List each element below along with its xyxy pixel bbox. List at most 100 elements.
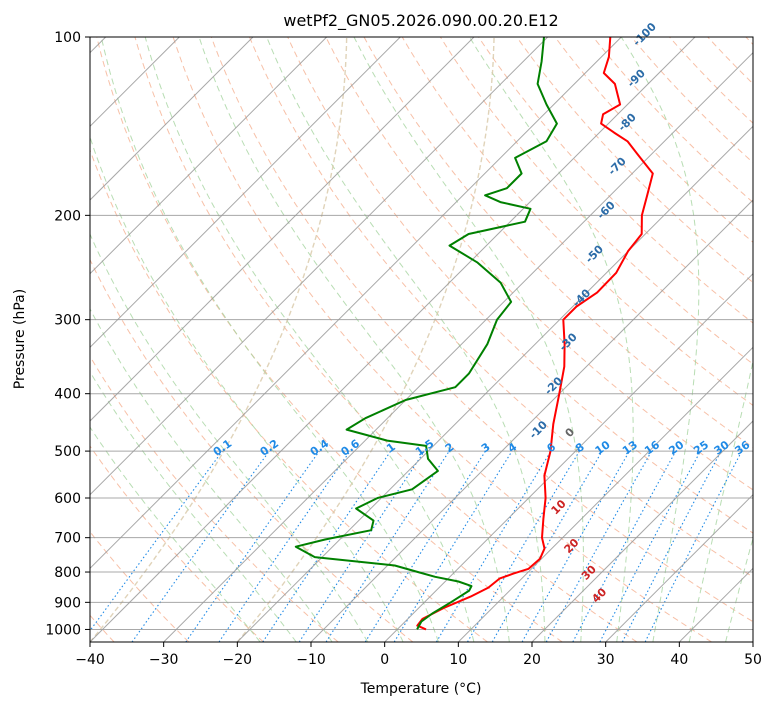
mixing-ratio-label: 1.5 <box>413 437 436 459</box>
mixing-ratio-line <box>131 450 270 642</box>
isotherm <box>90 37 475 422</box>
y-tick-label: 300 <box>54 313 81 329</box>
mixing-ratio-line <box>218 450 351 642</box>
mixing-ratio-line <box>435 450 552 642</box>
mixing-ratio-label: 30 <box>712 438 732 458</box>
moist-adiabat-label: 10 <box>549 497 569 517</box>
mixing-ratio-label: 13 <box>620 438 640 457</box>
moist-adiabat <box>90 232 369 642</box>
axes: −40 −30 −20 −10 0 10 20 30 40 5010020030040050060… <box>45 30 762 668</box>
y-tick-label: 500 <box>54 444 81 460</box>
mixing-ratio-label: 3 <box>479 440 493 455</box>
mixing-ratio-line <box>325 450 450 642</box>
mixing-ratio-line <box>298 450 425 642</box>
dry-adiabat <box>249 37 753 578</box>
x-tick-label: −30 <box>149 652 179 668</box>
y-tick-label: 200 <box>54 208 81 224</box>
dry-adiabat <box>630 37 753 164</box>
dry-adiabat <box>439 37 753 365</box>
x-tick-label: 50 <box>744 652 762 668</box>
moist-adiabat <box>620 37 700 642</box>
isotherm <box>605 493 753 642</box>
moist-adiabat <box>762 37 775 642</box>
moist-adiabat <box>90 135 404 642</box>
x-tick-label: −20 <box>223 652 253 668</box>
y-tick-label: 600 <box>54 491 81 507</box>
mixing-ratio-line <box>185 450 320 642</box>
isotherm <box>457 346 753 642</box>
x-tick-label: −40 <box>75 652 105 668</box>
mixing-ratio-line <box>393 450 513 642</box>
isotherm <box>236 125 753 642</box>
moist-adiabat-label: 20 <box>562 536 582 556</box>
moist-adiabat <box>198 37 510 642</box>
isotherm <box>531 420 753 642</box>
isotherm <box>678 567 753 642</box>
dry-adiabat <box>90 445 264 642</box>
dry-adiabat-label: -60 <box>595 198 618 221</box>
temperature-profile <box>416 37 654 631</box>
moist-adiabat <box>688 358 753 642</box>
dry-adiabat <box>210 37 753 623</box>
mixing-ratio-line <box>262 450 392 642</box>
dry-adiabat <box>325 37 753 491</box>
line-labels: -100-90-80-70-60-50-40-30-20-10 010203040… <box>211 20 753 606</box>
isotherm <box>90 37 328 275</box>
dry-adiabat <box>90 258 414 642</box>
y-tick-label: 100 <box>54 30 81 46</box>
dry-adiabat <box>401 37 753 406</box>
isotherm <box>90 37 622 570</box>
x-tick-label: 0 <box>380 652 389 668</box>
moist-adiabat-label: 30 <box>579 562 599 582</box>
x-tick-label: 20 <box>523 652 541 668</box>
dry-adiabat <box>90 148 488 642</box>
dry-adiabat <box>554 37 753 243</box>
plot-frame <box>89 36 754 643</box>
dry-adiabat <box>134 37 638 642</box>
chart-title: wetPf2_GN05.2026.090.00.20.E12 <box>283 11 558 31</box>
moist-adiabat <box>725 536 753 642</box>
mixing-ratio-line <box>90 450 223 632</box>
mixing-ratio-label: 10 <box>593 438 613 458</box>
dry-adiabat <box>363 37 753 449</box>
background-lines <box>90 37 775 642</box>
mixing-ratio-label: 0.2 <box>258 437 281 459</box>
moist-adiabat-label: 0 <box>563 425 578 440</box>
dry-adiabat <box>287 37 753 534</box>
moist-adiabat <box>90 370 297 642</box>
y-tick-label: 800 <box>54 565 81 581</box>
isotherm <box>752 641 753 642</box>
mixing-ratio-label: 4 <box>506 440 520 455</box>
dry-adiabat-label: -30 <box>557 330 580 353</box>
mixing-ratio-line <box>545 450 653 642</box>
mixing-ratio-label: 0.6 <box>339 437 363 459</box>
isotherm <box>90 37 401 349</box>
isotherm <box>163 51 753 642</box>
mixing-ratio-label: 0.1 <box>211 437 234 459</box>
mixing-ratio-line <box>599 450 701 642</box>
mixing-ratio-label: 2 <box>443 440 457 455</box>
mixing-ratio-line <box>572 450 677 642</box>
isotherm <box>90 37 696 642</box>
mixing-ratio-label: 0.4 <box>308 437 332 459</box>
mixing-ratio-label: 6 <box>544 440 558 455</box>
dry-adiabat <box>90 355 339 642</box>
x-tick-label: 30 <box>597 652 615 668</box>
moist-adiabat <box>353 37 584 642</box>
moist-adiabat <box>90 426 261 642</box>
dry-adiabat-label: -100 <box>630 20 659 49</box>
isotherm <box>310 199 753 642</box>
tan-curve <box>90 37 348 642</box>
mixing-ratio-line <box>521 450 630 642</box>
x-tick-label: 40 <box>670 652 688 668</box>
isotherm <box>90 37 549 496</box>
x-tick-label: −10 <box>296 652 326 668</box>
dry-adiabat <box>745 37 753 46</box>
x-tick-label: 10 <box>449 652 467 668</box>
dry-adiabat <box>669 37 753 124</box>
y-tick-label: 900 <box>54 595 81 611</box>
y-tick-label: 1000 <box>45 622 81 638</box>
x-axis-label: Temperature (°C) <box>360 681 482 697</box>
dry-adiabat-label: -80 <box>616 111 639 134</box>
tan-curve <box>236 37 495 642</box>
